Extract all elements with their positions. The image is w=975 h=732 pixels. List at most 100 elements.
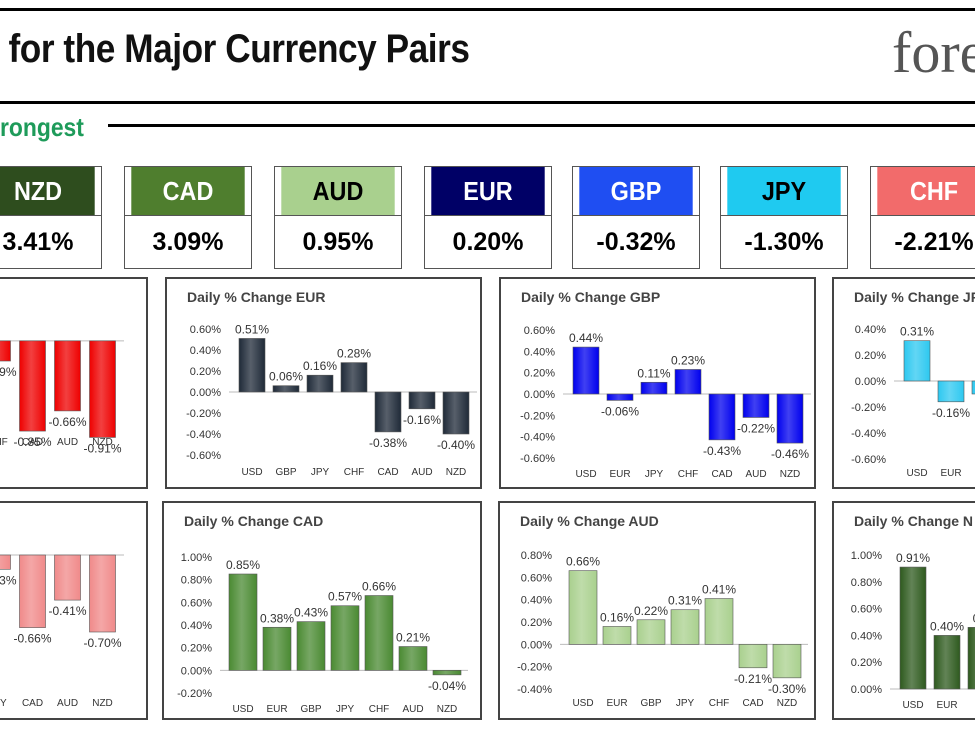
x-tick-label: USD xyxy=(575,469,596,480)
bar-eur xyxy=(933,635,961,690)
y-tick-label: 0.40% xyxy=(190,345,221,357)
data-label: 0.31% xyxy=(668,594,702,608)
data-label: 0.16% xyxy=(600,610,634,624)
bar-aud xyxy=(398,646,428,671)
data-label: -0.06% xyxy=(601,404,639,418)
bar-chf xyxy=(340,362,368,393)
y-tick-label: -0.40% xyxy=(186,429,221,441)
bar-nzd xyxy=(776,393,804,444)
x-tick-label: USD xyxy=(232,704,253,715)
chart-svg: 0.80% 0.60% 0.40% 0.20% 0.00% -0.20% -0.40% 0.6… xyxy=(517,550,808,709)
bar-nzd xyxy=(772,644,802,679)
data-label: -0.38% xyxy=(369,436,407,450)
x-tick-label: NZD xyxy=(780,469,801,480)
x-tick-label: USD xyxy=(902,700,923,711)
y-tick-label: -0.20% xyxy=(177,688,212,700)
bar-jpy xyxy=(330,605,360,671)
chart-svg: -0.19% CHF -0.85%CAD -0.66% AUD -0.91%NZD xyxy=(0,340,124,455)
x-tick-label: NZD xyxy=(446,467,467,478)
x-tick-label: GBP xyxy=(640,698,661,709)
bar-aud xyxy=(54,340,81,412)
x-tick-label: EUR xyxy=(266,704,287,715)
x-tick-label: JPY xyxy=(311,467,330,478)
y-tick-label: 0.40% xyxy=(521,595,552,607)
y-tick-label: 0.80% xyxy=(181,575,212,587)
chart-title: Daily % Change EUR xyxy=(187,289,326,305)
data-label: -0.91% xyxy=(83,441,121,455)
chart-title: Daily % Change JP xyxy=(854,289,975,305)
data-label: -0.85% xyxy=(13,435,51,449)
data-label: 0.66% xyxy=(566,555,600,569)
data-label: 0.4 xyxy=(973,611,975,625)
data-label: -0.21% xyxy=(734,672,772,686)
bar-cad xyxy=(738,644,768,669)
bar-cad xyxy=(19,554,46,628)
data-label: 0.85% xyxy=(226,558,260,572)
y-tick-label: 0.80% xyxy=(521,550,552,562)
bar-jpy xyxy=(306,374,334,393)
x-tick-label: AUD xyxy=(745,469,766,480)
data-label: 0.31% xyxy=(900,325,934,339)
bar-nzd xyxy=(442,391,470,435)
bar-gbp xyxy=(971,380,975,395)
y-tick-label: 0.60% xyxy=(851,604,882,616)
currency-change-value: -1.30% xyxy=(721,215,847,269)
x-tick-label: CAD xyxy=(22,437,43,448)
x-tick-label: AUD xyxy=(411,467,432,478)
x-tick-label: CAD xyxy=(377,467,398,478)
y-tick-label: -0.40% xyxy=(851,428,886,440)
y-tick-label: -0.20% xyxy=(851,402,886,414)
y-tick-label: 0.20% xyxy=(524,368,555,380)
y-tick-label: -0.40% xyxy=(520,432,555,444)
x-tick-label: CHF xyxy=(344,467,365,478)
chart-title: Daily % Change CAD xyxy=(184,513,324,529)
bar-usd xyxy=(568,570,598,645)
currency-code: AUD xyxy=(281,167,395,215)
chart-svg: 0.60% 0.40% 0.20% 0.00% -0.20% -0.40% -0.60% 0.… xyxy=(520,325,811,480)
x-tick-label: EUR xyxy=(936,700,957,711)
x-tick-label: CAD xyxy=(742,698,763,709)
x-tick-label: USD xyxy=(572,698,593,709)
x-tick-label: EUR xyxy=(606,698,627,709)
data-label: 0.44% xyxy=(569,331,603,345)
header-bar: e for the Major Currency Pairs fore xyxy=(0,8,975,104)
bar-usd xyxy=(903,340,931,382)
bar-chf xyxy=(704,598,734,645)
data-label: -0.16% xyxy=(403,413,441,427)
strength-tile-nzd: NZD 3.41% xyxy=(0,166,102,269)
data-label: 0.22% xyxy=(634,604,668,618)
divider-line xyxy=(108,124,975,127)
strength-tile-cad: CAD 3.09% xyxy=(124,166,252,269)
data-label: 0.23% xyxy=(671,353,705,367)
y-tick-label: -0.20% xyxy=(520,410,555,422)
x-tick-label: NZD xyxy=(437,704,458,715)
x-tick-label: EUR xyxy=(940,468,961,479)
data-label: 0.51% xyxy=(235,322,269,336)
bar-aud xyxy=(54,554,81,601)
strength-tile-eur: EUR 0.20% xyxy=(424,166,552,269)
bar-nzd xyxy=(89,554,116,633)
y-tick-label: 0.60% xyxy=(521,572,552,584)
currency-code: NZD xyxy=(0,167,95,215)
x-tick-label: CHF xyxy=(369,704,390,715)
x-tick-label: CHF xyxy=(0,437,8,448)
currency-change-value: 0.95% xyxy=(275,215,401,269)
bar-usd xyxy=(899,566,927,690)
x-tick-label: GBP xyxy=(275,467,296,478)
bar-cad xyxy=(374,391,402,433)
y-tick-label: 1.00% xyxy=(851,550,882,562)
data-label: -0.04% xyxy=(428,679,466,693)
data-label: -0.22% xyxy=(737,421,775,435)
x-tick-label: JPY xyxy=(645,469,664,480)
bar-aud xyxy=(408,391,436,410)
x-tick-label: AUD xyxy=(57,698,78,709)
strength-tile-jpy: JPY -1.30% xyxy=(720,166,848,269)
x-tick-label: AUD xyxy=(57,437,78,448)
y-tick-label: 0.60% xyxy=(190,324,221,336)
data-label: -0.13% xyxy=(0,573,17,587)
strength-tile-gbp: GBP -0.32% xyxy=(572,166,700,269)
bar-gbp xyxy=(636,619,666,645)
chart-panel-aud: Daily % Change AUD 0.80% 0.60% 0.40% 0.20% 0.… xyxy=(498,501,816,720)
data-label: 0.91% xyxy=(896,551,930,565)
y-tick-label: -0.60% xyxy=(520,453,555,465)
